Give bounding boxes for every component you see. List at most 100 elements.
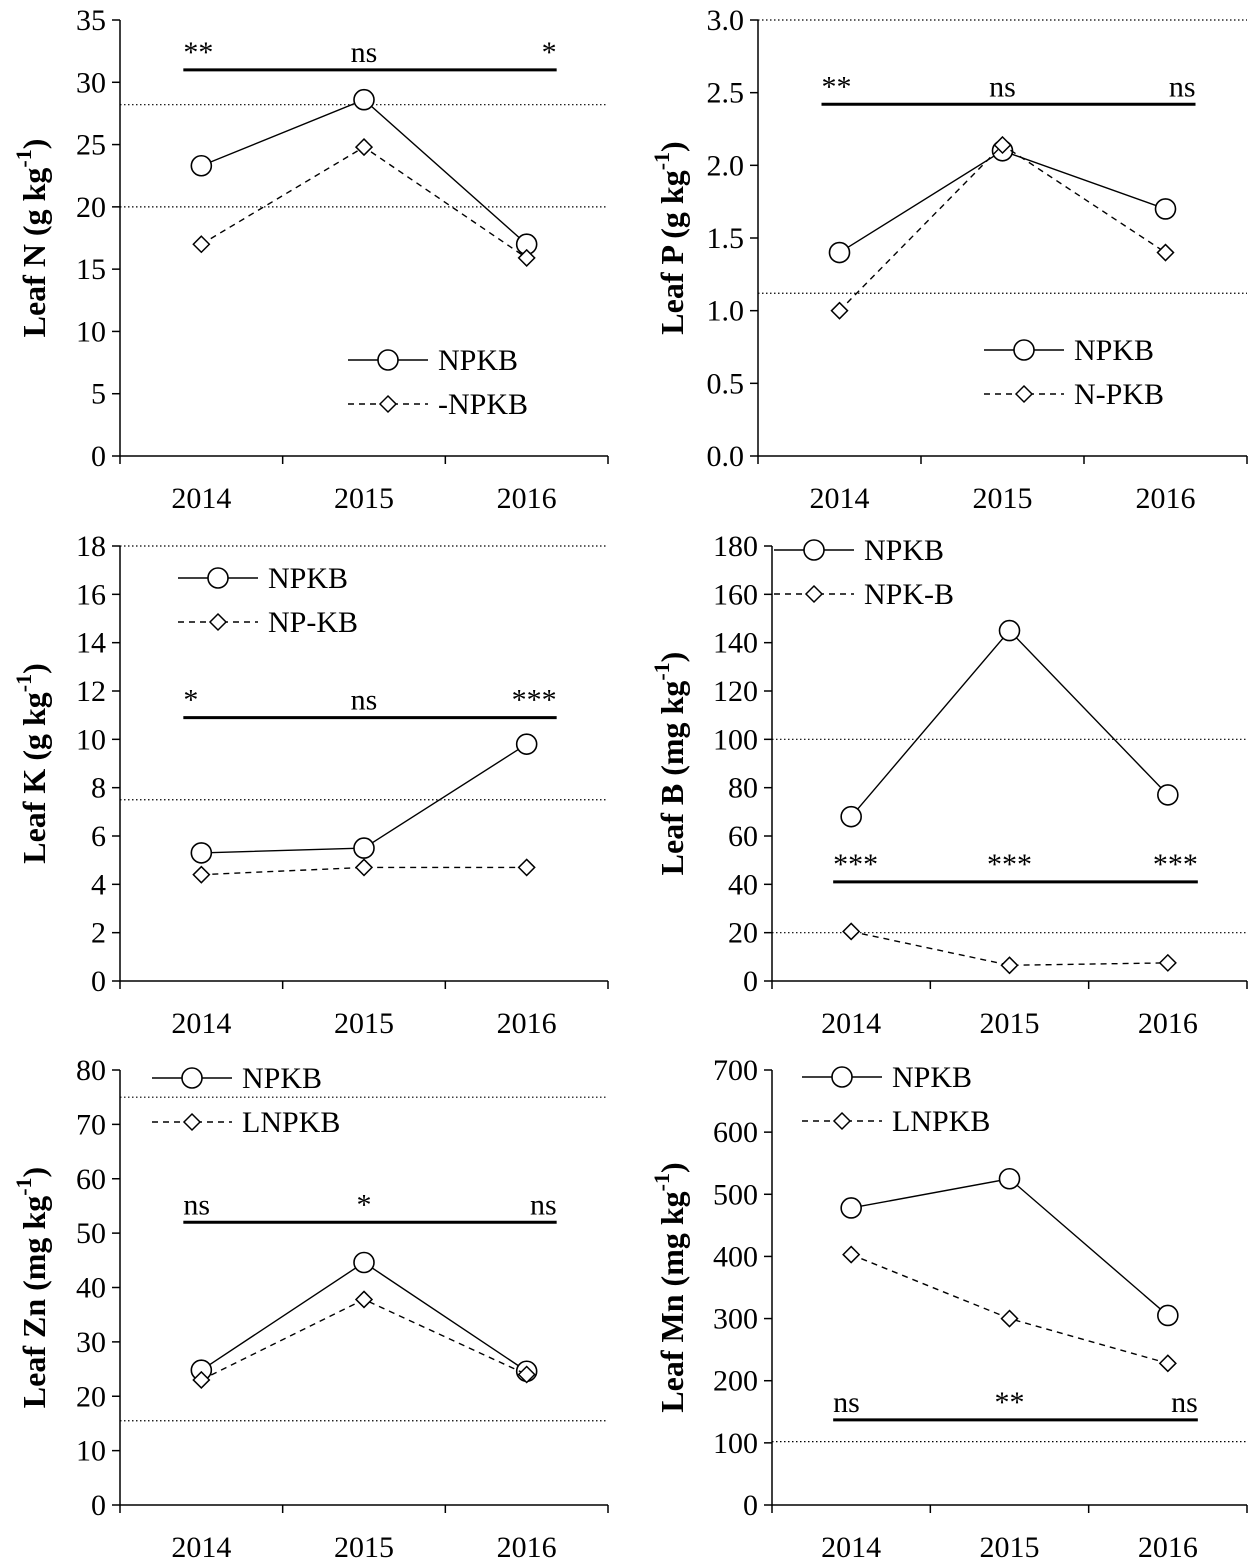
y-tick-label: 14 [76,627,106,660]
y-tick-label: 6 [91,820,106,853]
data-point-circle [828,241,851,264]
y-tick-label: 1.0 [707,295,745,328]
y-tick-label: 100 [713,1427,758,1460]
legend-diamond-marker [1014,384,1034,404]
legend-circle-marker [1013,339,1035,361]
data-point-diamond [517,248,536,267]
y-tick-label: 20 [76,1380,106,1413]
y-tick-label: 2.5 [707,77,745,110]
y-tick-label: 0.0 [707,440,745,473]
significance-label: * [542,36,557,69]
y-tick-label: 200 [713,1365,758,1398]
series-line-2 [201,1298,527,1381]
chart-panel-2: 0.0 0.5 1.0 1.5 2.0 2.5 3.0 2014 2015 2016 Leaf P … [649,4,1248,515]
data-point-diamond [192,865,211,884]
legend-label: NPKB [864,534,944,567]
y-tick-label: 15 [76,253,106,286]
x-tick-label: 2016 [1136,482,1196,515]
chart-panel-4: 0 20 40 60 80 100 120 140 160 180 2014 2015 2016 Leaf… [649,530,1248,1040]
data-point-diamond [354,858,374,877]
legend-label: NPKB [438,344,518,377]
y-axis-label: Leaf N (g kg-1) [11,139,52,338]
legend-label: LNPKB [242,1106,340,1139]
data-point-diamond [192,235,211,254]
data-point-circle [353,837,375,859]
legend-label: NPKB [892,1061,972,1094]
x-tick-label: 2014 [171,1007,231,1040]
significance-label: ** [822,70,852,103]
legend-circle-marker [207,567,229,589]
legend-diamond-marker [182,1112,202,1132]
y-tick-label: 16 [76,578,106,611]
chart-panel-3: 0 2 4 6 8 10 12 14 16 18 2014 2015 2016 Leaf K (g kg-… [11,530,609,1040]
legend-label: NPKB [268,562,348,595]
y-axis-label: Leaf B (mg kg-1) [649,652,690,876]
significance-label: ns [351,36,378,69]
data-point-circle [515,733,538,755]
significance-label: *** [987,848,1032,881]
data-point-diamond [830,301,849,320]
y-tick-label: 0 [91,965,106,998]
x-tick-label: 2014 [810,482,870,515]
significance-label: ns [351,684,378,717]
y-tick-label: 18 [76,530,106,563]
significance-label: ns [1171,1386,1198,1419]
data-point-circle [998,1167,1021,1190]
y-axis-label: Leaf K (g kg-1) [11,663,52,864]
significance-label: ns [833,1386,860,1419]
data-point-circle [1157,1304,1179,1327]
x-tick-label: 2016 [497,1007,557,1040]
data-point-diamond [842,1245,861,1264]
legend-circle-marker [377,349,399,371]
y-tick-label: 60 [76,1163,106,1196]
series-line-2 [839,144,1166,312]
chart-panel-1: 0 5 10 15 20 25 30 35 2014 2015 2016 Leaf N (g kg-1… [11,4,609,515]
y-tick-label: 10 [76,315,106,348]
data-point-circle [190,154,213,177]
x-tick-label: 2015 [980,1531,1040,1564]
significance-label: ns [989,70,1016,103]
y-tick-label: 0 [743,965,758,998]
legend-diamond-marker [832,1111,852,1131]
y-tick-label: 25 [76,129,106,162]
x-tick-label: 2016 [497,1531,557,1564]
legend-label: LNPKB [892,1105,990,1138]
significance-label: *** [512,684,557,717]
x-tick-label: 2015 [334,1007,394,1040]
y-tick-label: 80 [728,772,758,805]
data-point-diamond [354,1290,374,1309]
data-point-circle [353,1251,375,1274]
y-tick-label: 20 [76,191,106,224]
y-tick-label: 700 [713,1054,758,1087]
x-tick-label: 2016 [1138,1007,1198,1040]
series-line-2 [850,1253,1169,1364]
legend-diamond-marker [378,394,398,414]
y-axis-label: Leaf P (g kg-1) [649,141,690,334]
legend-diamond-marker [208,612,228,632]
y-tick-label: 300 [713,1303,758,1336]
y-tick-label: 1.5 [707,222,745,255]
y-tick-label: 35 [76,4,106,37]
x-tick-label: 2016 [1138,1531,1198,1564]
y-tick-label: 4 [91,868,106,901]
data-point-diamond [1000,956,1019,975]
y-tick-label: 500 [713,1178,758,1211]
data-point-diamond [1158,953,1177,972]
y-tick-label: 2 [91,917,106,950]
x-tick-label: 2016 [497,482,557,515]
x-tick-label: 2015 [973,482,1033,515]
legend-diamond-marker [804,584,824,604]
series-line-1 [201,743,528,854]
series-line-1 [200,1261,528,1372]
y-tick-label: 0.5 [707,367,745,400]
series-line-1 [201,98,528,245]
x-tick-label: 2014 [171,1531,231,1564]
y-tick-label: 180 [713,530,758,563]
y-tick-label: 3.0 [707,4,745,37]
data-point-diamond [993,135,1012,155]
y-tick-label: 100 [713,723,758,756]
y-tick-label: 0 [91,440,106,473]
y-tick-label: 40 [728,868,758,901]
y-tick-label: 8 [91,772,106,805]
